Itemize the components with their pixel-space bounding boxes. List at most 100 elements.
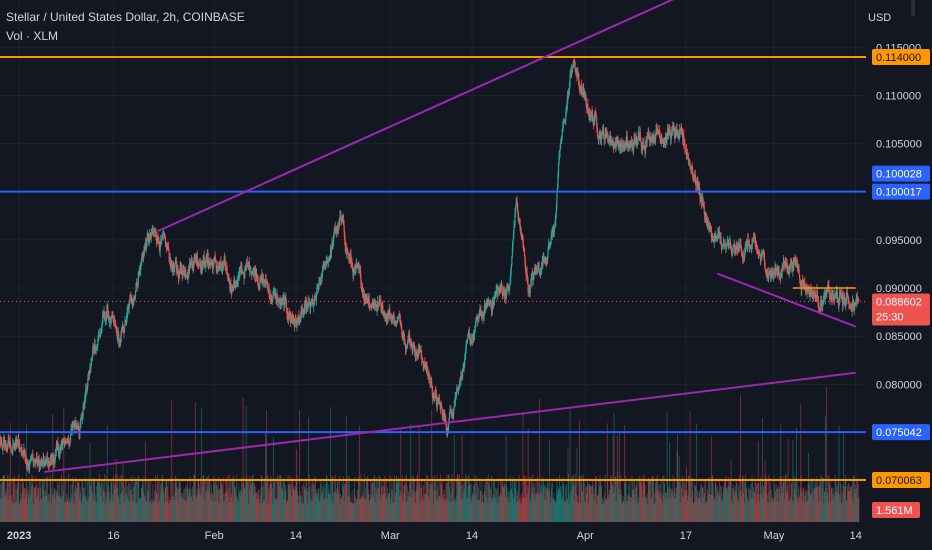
volume-bar	[578, 503, 579, 522]
candle-body	[105, 318, 107, 320]
candle-body	[645, 140, 647, 147]
candle-body	[673, 127, 675, 133]
volume-bar	[17, 487, 19, 522]
volume-bar	[843, 486, 845, 522]
volume-bar	[11, 494, 13, 522]
volume-bar	[591, 494, 593, 522]
candle-body	[79, 426, 81, 434]
candle-body	[722, 244, 724, 245]
candle-body	[795, 259, 797, 265]
candle-body	[532, 275, 534, 281]
volume-bar	[477, 487, 479, 522]
volume-bar	[564, 486, 566, 522]
volume-bar	[133, 501, 135, 522]
candle-body	[740, 244, 742, 249]
volume-bar	[840, 482, 842, 522]
volume-bar	[603, 503, 605, 522]
volume-bar	[428, 481, 430, 522]
volume-bar	[757, 441, 759, 522]
volume-bar	[762, 498, 764, 522]
volume-bar	[241, 483, 243, 522]
volume-bar	[237, 501, 239, 522]
volume-bar	[847, 491, 849, 522]
volume-bar	[502, 486, 503, 522]
candle-body	[400, 323, 402, 329]
candle-body	[452, 414, 454, 416]
volume-bar	[681, 475, 683, 522]
volume-bar	[228, 474, 230, 522]
volume-bar	[573, 499, 575, 522]
volume-bar	[151, 499, 153, 522]
candle-body	[115, 323, 117, 326]
volume-bar	[488, 482, 490, 522]
volume-bar	[724, 479, 726, 522]
candle-body	[713, 236, 715, 243]
volume-bar	[364, 498, 366, 522]
volume-bar	[746, 496, 748, 522]
candle-body	[161, 237, 163, 242]
volume-bar	[208, 492, 210, 522]
volume-bar	[455, 477, 457, 522]
volume-bar	[569, 493, 571, 522]
volume-bar	[676, 487, 677, 522]
volume-bar	[439, 498, 441, 522]
volume-bar	[792, 500, 794, 522]
volume-bar	[207, 487, 209, 522]
candle-body	[245, 263, 247, 267]
volume-bar	[91, 478, 93, 522]
volume-bar	[230, 492, 232, 522]
volume-bar	[127, 485, 129, 522]
candle-body	[330, 247, 333, 253]
candle-body	[607, 136, 609, 142]
candle-body	[453, 410, 455, 416]
candle-body	[705, 216, 707, 220]
candle-body	[713, 239, 715, 243]
volume-bar	[556, 490, 557, 522]
candle-body	[128, 303, 130, 309]
volume-bar	[652, 476, 654, 522]
volume-bar	[251, 476, 253, 522]
volume-bar	[1, 482, 3, 522]
volume-bar	[57, 484, 59, 522]
candle-body	[432, 397, 434, 399]
candle-body	[86, 386, 88, 391]
volume-bar	[734, 485, 736, 522]
volume-bar	[308, 492, 310, 522]
candle-body	[271, 297, 273, 302]
volume-bar	[225, 490, 227, 522]
volume-bar	[100, 496, 102, 522]
candle-body	[281, 299, 283, 304]
candle-body	[524, 262, 527, 271]
volume-bar	[322, 486, 324, 522]
candle-body	[332, 241, 334, 246]
volume-bar	[193, 474, 195, 522]
volume-bar	[530, 476, 532, 522]
volume-bar	[263, 478, 265, 522]
volume-bar	[407, 495, 409, 522]
volume-bar	[474, 475, 476, 522]
candle-body	[525, 270, 527, 276]
volume-bar	[467, 476, 469, 522]
volume-bar	[242, 397, 244, 522]
volume-bar	[712, 474, 714, 522]
volume-bar	[730, 459, 732, 522]
volume-bar	[812, 498, 814, 522]
volume-bar	[306, 491, 308, 522]
volume-bar	[308, 416, 309, 522]
candle-body	[468, 332, 471, 340]
volume-bar	[290, 489, 292, 522]
volume-bar	[702, 487, 704, 522]
volume-bar	[409, 482, 411, 522]
candle-body	[534, 269, 537, 271]
volume-bar	[820, 475, 822, 522]
volume-bar	[690, 497, 692, 522]
volume-bar	[850, 489, 852, 522]
volume-bar	[270, 475, 272, 522]
volume-bar	[242, 492, 243, 522]
candle-body	[848, 300, 850, 304]
volume-bar	[686, 489, 688, 522]
volume-bar	[452, 487, 454, 522]
volume-bar	[339, 503, 341, 522]
volume-bar	[232, 478, 233, 522]
